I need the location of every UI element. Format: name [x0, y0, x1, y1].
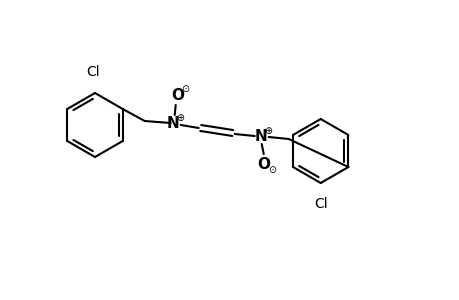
- Text: Cl: Cl: [313, 197, 327, 211]
- Text: O: O: [257, 157, 269, 172]
- Text: N: N: [254, 128, 267, 143]
- Text: O: O: [171, 88, 184, 103]
- Text: ⊕: ⊕: [175, 113, 184, 123]
- Text: ⊙: ⊙: [180, 84, 188, 94]
- Text: ⊕: ⊕: [263, 126, 271, 136]
- Text: N: N: [166, 116, 179, 130]
- Text: Cl: Cl: [86, 65, 100, 79]
- Text: ⊙: ⊙: [267, 165, 275, 175]
